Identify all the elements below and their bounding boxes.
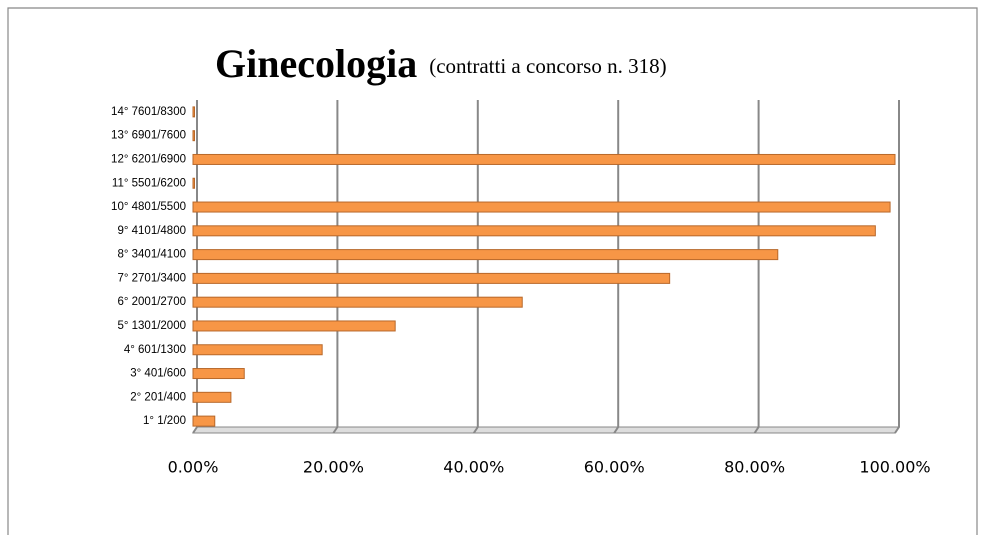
y-tick-label: 13° 6901/7600	[111, 130, 186, 142]
y-tick-label: 5° 1301/2000	[117, 320, 186, 332]
x-tick-label: 20.00%	[303, 458, 364, 477]
grid-line	[192, 100, 198, 434]
x-tick-label: 100.00%	[859, 458, 930, 477]
y-tick-label: 14° 7601/8300	[111, 106, 186, 118]
grid-line	[894, 100, 900, 434]
bar	[192, 296, 523, 308]
bar	[192, 391, 232, 403]
grid-line	[472, 100, 479, 434]
chart-title: Ginecologia	[215, 41, 417, 86]
y-tick-label: 3° 401/600	[130, 368, 186, 380]
bar	[192, 272, 671, 284]
y-tick-label: 10° 4801/5500	[111, 201, 186, 213]
y-tick-label: 2° 201/400	[130, 391, 186, 403]
bar	[192, 130, 195, 142]
y-tick-label: 9° 4101/4800	[117, 225, 186, 237]
y-tick-label: 1° 1/200	[143, 415, 186, 427]
grid-line	[753, 100, 760, 434]
bar	[192, 225, 876, 237]
bar	[192, 320, 396, 332]
x-tick-label: 0.00%	[168, 458, 219, 477]
x-tick-label: 40.00%	[443, 458, 504, 477]
chart-title-group: Ginecologia (contratti a concorso n. 318…	[215, 41, 667, 86]
bar	[192, 249, 779, 261]
bar	[192, 153, 896, 165]
chart-subtitle: (contratti a concorso n. 318)	[429, 54, 666, 78]
y-tick-label: 7° 2701/3400	[117, 272, 186, 284]
grid-line	[613, 100, 620, 434]
y-tick-label: 4° 601/1300	[124, 344, 186, 356]
bar	[192, 177, 195, 189]
bar	[192, 344, 323, 356]
bar	[192, 368, 245, 380]
bar	[192, 106, 195, 118]
y-tick-label: 12° 6201/6900	[111, 153, 186, 165]
y-tick-label: 6° 2001/2700	[117, 296, 186, 308]
y-tick-label: 11° 5501/6200	[112, 177, 186, 189]
x-tick-label: 80.00%	[724, 458, 785, 477]
grid-line	[332, 100, 339, 434]
bar	[192, 415, 216, 427]
plot-floor	[192, 426, 900, 434]
y-tick-label: 8° 3401/4100	[117, 249, 186, 261]
bar	[192, 201, 891, 213]
chart-frame	[7, 7, 978, 535]
x-tick-label: 60.00%	[584, 458, 645, 477]
